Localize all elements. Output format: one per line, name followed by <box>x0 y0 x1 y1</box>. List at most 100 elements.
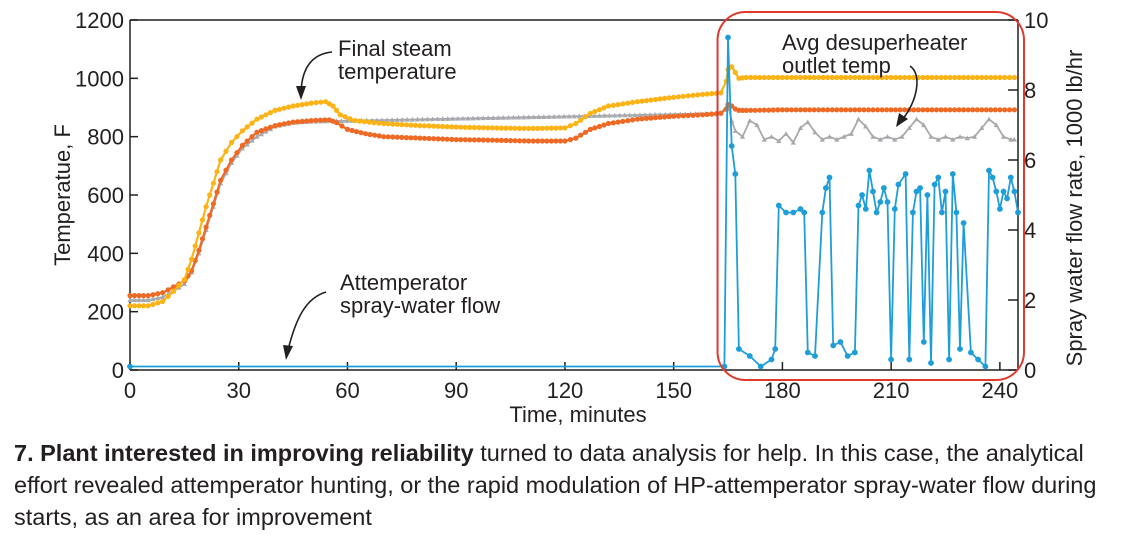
point-final_steam <box>136 303 142 309</box>
point-desuperheater <box>445 116 451 121</box>
point-steam_alt <box>334 120 340 126</box>
point-final_steam <box>718 90 724 96</box>
point-steam_alt <box>675 113 682 119</box>
point-desuperheater <box>131 297 138 303</box>
point-steam_alt <box>535 138 541 144</box>
point-steam_alt <box>160 290 166 296</box>
point-final_steam <box>548 125 554 131</box>
point-steam_alt <box>956 107 962 113</box>
point-desuperheater <box>399 117 405 122</box>
point-spray <box>826 174 833 181</box>
point-steam_alt <box>648 115 654 121</box>
point-steam_alt <box>228 157 235 163</box>
point-steam_alt <box>207 212 213 218</box>
point-steam_alt <box>214 189 220 195</box>
point-final_steam <box>440 123 446 130</box>
point-steam_alt <box>596 123 603 130</box>
point-final_steam <box>879 74 885 81</box>
point-desuperheater <box>971 134 978 139</box>
point-steam_alt <box>254 129 260 135</box>
point-steam_alt <box>893 107 899 113</box>
point-spray <box>895 181 902 188</box>
point-final_steam <box>467 124 473 130</box>
point-final_steam <box>952 74 958 81</box>
point-final_steam <box>210 180 216 186</box>
point-final_steam <box>639 98 645 104</box>
point-steam_alt <box>748 107 754 113</box>
point-steam_alt <box>349 127 355 134</box>
point-final_steam <box>974 74 980 81</box>
point-steam_alt <box>601 122 607 128</box>
point-desuperheater <box>617 112 623 118</box>
point-steam_alt <box>620 118 626 124</box>
point-final_steam <box>675 94 682 100</box>
point-steam_alt <box>704 111 710 117</box>
point-final_steam <box>281 105 287 111</box>
point-steam_alt <box>861 107 867 113</box>
point-desuperheater <box>424 116 431 122</box>
left-tick-label: 200 <box>87 300 124 325</box>
point-steam_alt <box>736 107 742 113</box>
point-final_steam <box>911 74 917 81</box>
point-final_steam <box>997 74 1003 81</box>
point-final_steam <box>666 95 672 101</box>
point-steam_alt <box>870 107 876 113</box>
point-final_steam <box>704 91 710 97</box>
point-steam_alt <box>390 134 396 140</box>
point-steam_alt <box>521 138 527 144</box>
point-final_steam <box>775 74 781 81</box>
point-spray <box>859 192 865 198</box>
point-desuperheater <box>419 116 426 122</box>
annotation-spray-flow: Attemperator spray-water flow <box>340 270 500 318</box>
point-steam_alt <box>553 138 559 144</box>
point-steam_alt <box>915 107 921 113</box>
point-steam_alt <box>272 123 278 129</box>
point-steam_alt <box>449 136 455 142</box>
point-spray <box>772 346 779 352</box>
point-steam_alt <box>920 107 926 113</box>
point-final_steam <box>965 74 971 81</box>
point-final_steam <box>192 243 198 249</box>
point-final_steam <box>521 125 527 131</box>
point-steam_alt <box>155 291 161 297</box>
point-desuperheater <box>136 297 142 303</box>
point-final_steam <box>671 94 677 100</box>
point-steam_alt <box>372 132 378 138</box>
point-final_steam <box>218 157 224 163</box>
point-steam_alt <box>127 293 133 299</box>
point-final_steam <box>304 101 310 107</box>
point-steam_alt <box>573 135 579 141</box>
point-spray <box>855 202 862 209</box>
point-desuperheater <box>145 297 151 303</box>
point-steam_alt <box>639 116 645 122</box>
point-desuperheater <box>480 115 486 121</box>
point-steam_alt <box>820 107 826 113</box>
point-desuperheater <box>160 294 166 300</box>
point-steam_alt <box>685 112 691 119</box>
point-spray <box>844 353 851 359</box>
point-steam_alt <box>752 107 758 113</box>
point-final_steam <box>254 116 260 122</box>
point-steam_alt <box>938 107 944 113</box>
point-desuperheater <box>739 134 746 139</box>
point-final_steam <box>489 125 495 131</box>
point-desuperheater <box>505 114 512 120</box>
point-spray <box>862 206 869 212</box>
point-final_steam <box>829 74 835 81</box>
point-final_steam <box>485 125 491 131</box>
point-steam_alt <box>444 136 450 142</box>
point-desuperheater <box>732 128 738 133</box>
point-steam_alt <box>947 107 953 113</box>
point-final_steam <box>620 101 626 107</box>
point-final_steam <box>381 120 387 127</box>
point-spray <box>877 199 884 205</box>
point-spray <box>946 356 952 363</box>
point-final_steam <box>421 123 428 129</box>
point-final_steam <box>517 125 523 131</box>
point-desuperheater <box>928 134 934 139</box>
point-steam_alt <box>313 117 319 123</box>
point-final_steam <box>535 125 541 131</box>
point-spray <box>746 353 753 359</box>
point-final_steam <box>189 256 195 262</box>
point-steam_alt <box>458 137 464 143</box>
